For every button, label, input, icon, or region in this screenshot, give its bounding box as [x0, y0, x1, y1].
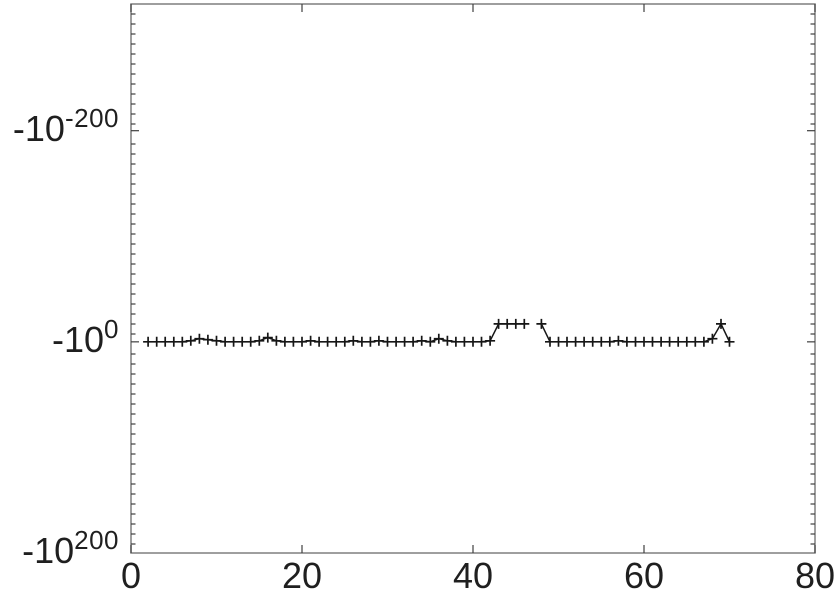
x-tick-label: 0 — [120, 555, 142, 596]
y-tick-label-base: -10 — [52, 319, 105, 361]
y-tick-label-exponent: -200 — [64, 102, 119, 133]
y-tick-label: -10-200 — [12, 105, 119, 149]
y-tick-label-base: -10 — [12, 107, 65, 149]
y-tick-label: -100 — [52, 316, 119, 361]
x-tick-label: 20 — [281, 555, 323, 596]
y-tick-label: -10200 — [22, 527, 119, 572]
y-tick-label-exponent: 200 — [74, 525, 119, 556]
data-markers — [143, 318, 735, 347]
x-tick-label: 80 — [794, 555, 836, 596]
y-tick-label-base: -10 — [22, 530, 75, 572]
axis-ticks — [130, 4, 816, 553]
y-tick-label-exponent: 0 — [104, 314, 119, 345]
x-tick-label: 60 — [623, 555, 665, 596]
axes-box — [130, 3, 816, 554]
x-tick-label: 40 — [452, 555, 494, 596]
